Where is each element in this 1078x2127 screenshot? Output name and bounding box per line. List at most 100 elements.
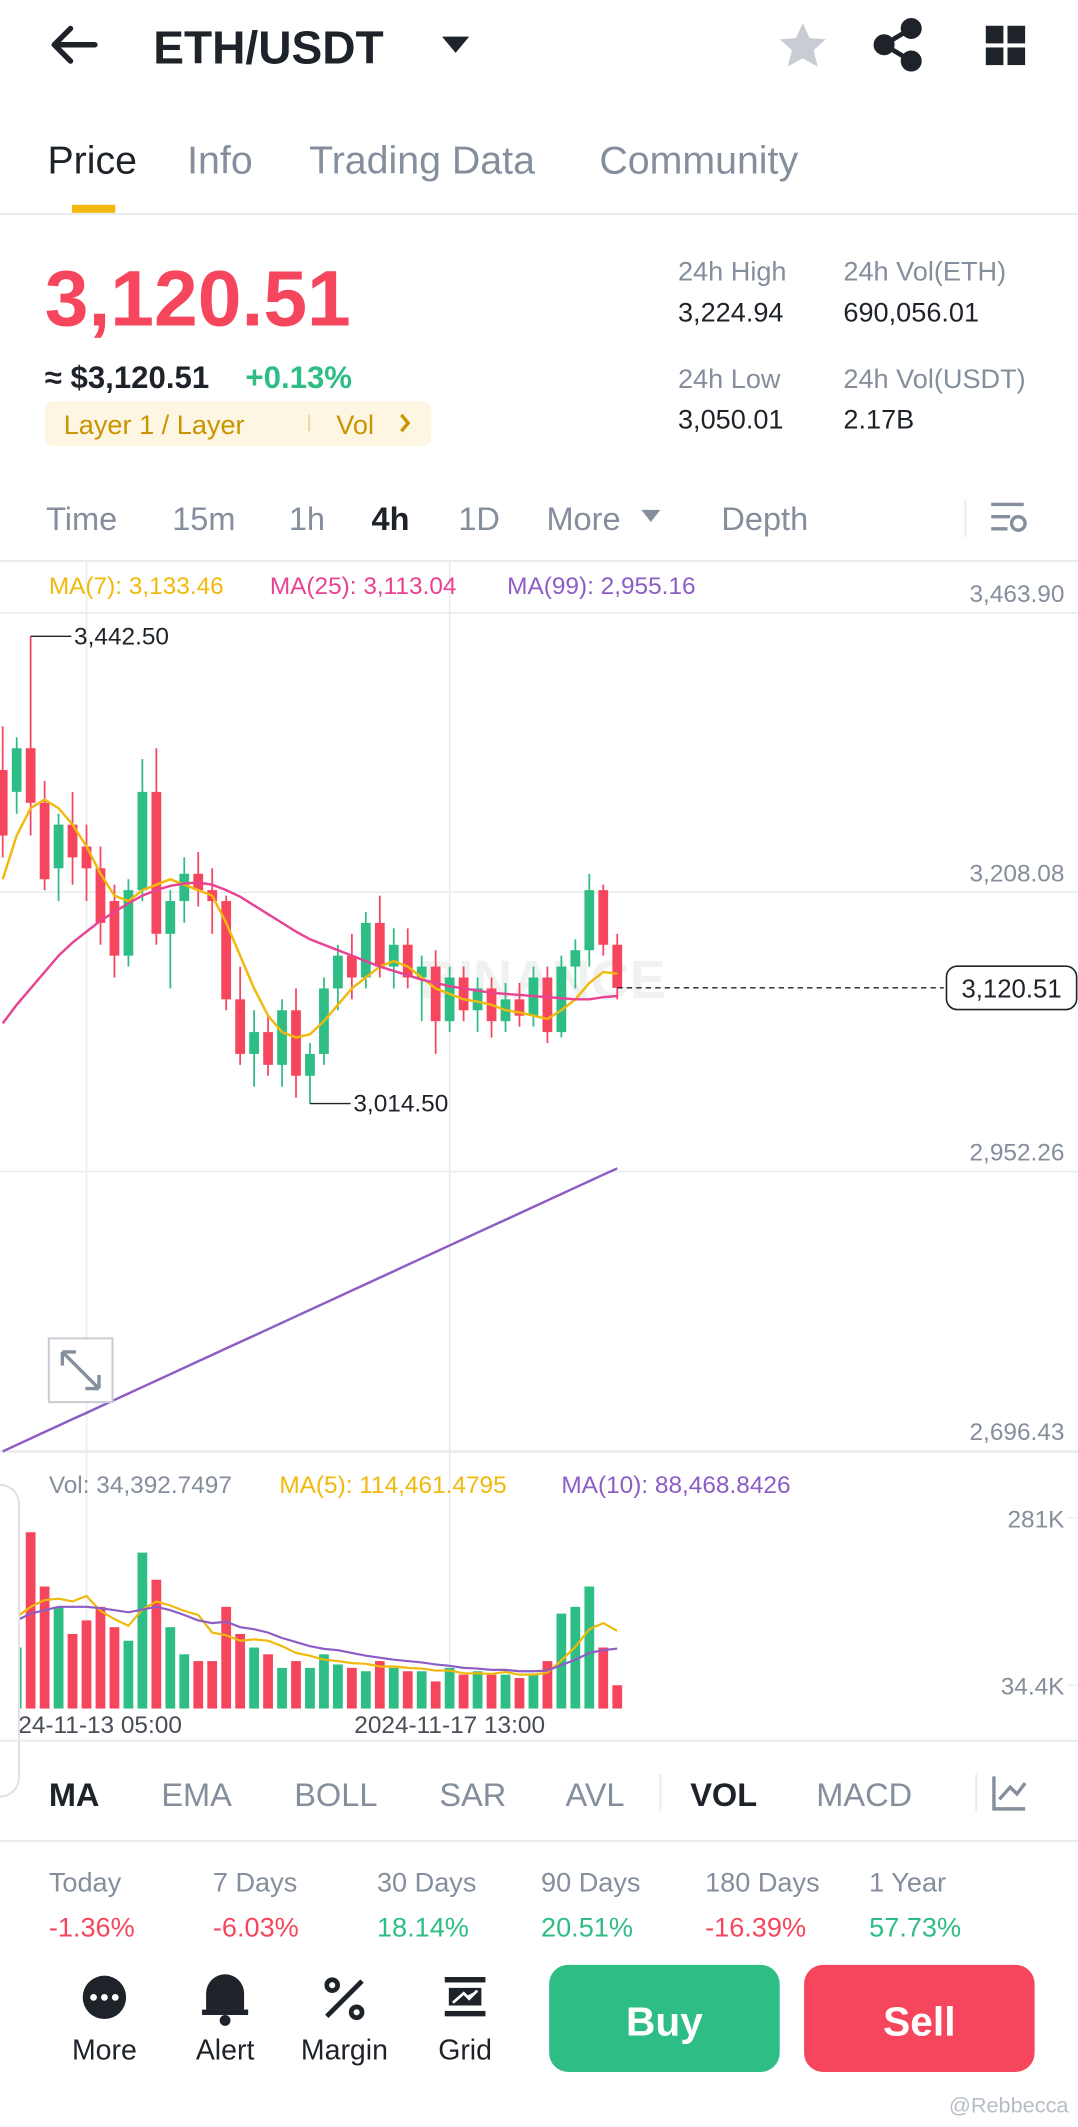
- tab[interactable]: Trading Data: [309, 139, 535, 183]
- candle-body: [542, 977, 553, 1033]
- volume-bar: [486, 1674, 497, 1709]
- indicator[interactable]: MA: [49, 1777, 100, 1813]
- sell-label[interactable]: Sell: [883, 1998, 955, 2044]
- back-button[interactable]: [51, 25, 98, 64]
- candle-body: [277, 1010, 287, 1065]
- interval[interactable]: 1D: [458, 501, 500, 537]
- candle-body: [81, 846, 92, 869]
- candle-body: [444, 977, 455, 1022]
- tab[interactable]: Info: [187, 139, 253, 183]
- side-handle[interactable]: [0, 1483, 20, 1798]
- candle-body: [291, 1010, 301, 1076]
- legend-entry: MA(99): 2,955.16: [507, 573, 695, 600]
- volume-bar: [25, 1532, 36, 1709]
- indicator[interactable]: SAR: [439, 1777, 506, 1813]
- interval[interactable]: 4h: [372, 501, 410, 537]
- expand-icon: [60, 1350, 101, 1391]
- candle-body: [53, 824, 64, 869]
- chart-settings[interactable]: [991, 502, 1027, 532]
- last-price-label: 3,120.51: [961, 975, 1061, 1003]
- candle-body: [123, 890, 134, 956]
- candle-body: [430, 966, 441, 1022]
- candle-body: [472, 988, 483, 1011]
- indicator[interactable]: AVL: [565, 1777, 624, 1813]
- buy-button[interactable]: [549, 1964, 780, 2072]
- volume-bar: [193, 1661, 204, 1709]
- x-tick-label: 2024-11-17 13:00: [354, 1712, 545, 1739]
- period-label: 1 Year: [869, 1867, 946, 1898]
- tag-vol[interactable]: Vol: [336, 409, 374, 440]
- period-value: 18.14%: [377, 1911, 469, 1942]
- sell-button[interactable]: [804, 1964, 1035, 2072]
- extreme-label: 3,014.50: [353, 1091, 448, 1118]
- interval[interactable]: More: [546, 501, 620, 537]
- legend-entry: MA(25): 3,113.04: [270, 573, 457, 600]
- volume-bar: [374, 1661, 385, 1709]
- candle-body: [25, 748, 36, 803]
- volume-bar: [500, 1674, 511, 1709]
- candle-body: [221, 901, 232, 1000]
- legend-entry: MA(5): 114,461.4795: [279, 1472, 506, 1499]
- extreme-label: 3,442.50: [74, 623, 169, 650]
- candle-body: [109, 901, 120, 956]
- volume-bar: [53, 1606, 64, 1709]
- more-dropdown[interactable]: [641, 509, 661, 523]
- stat-value: 3,224.94: [678, 296, 784, 327]
- y-tick-label: 2,696.43: [969, 1419, 1064, 1446]
- pair-dropdown[interactable]: [442, 36, 470, 53]
- volume-bar: [151, 1579, 162, 1709]
- stat-value: 2.17B: [843, 403, 914, 434]
- volume-bar: [598, 1647, 609, 1709]
- candle-body: [151, 791, 162, 934]
- grid-icon[interactable]: [444, 1977, 486, 2017]
- period-label: 7 Days: [213, 1867, 297, 1898]
- indicator[interactable]: VOL: [690, 1777, 757, 1813]
- tab-indicator: [71, 204, 116, 213]
- performance: Today -1.36% 7 Days -6.03% 30 Days 18.14% 90 D…: [49, 1867, 961, 1943]
- pair-title[interactable]: ETH/USDT: [153, 22, 383, 74]
- tag-badge[interactable]: [44, 401, 432, 447]
- ma-line: [2, 1605, 618, 1673]
- volume-bar: [39, 1586, 50, 1709]
- volume-bar: [179, 1654, 190, 1709]
- volume-bar: [95, 1606, 106, 1709]
- margin-icon[interactable]: [324, 1977, 365, 2021]
- layout-button[interactable]: [985, 25, 1026, 66]
- x-tick-label: 2024-11-13 05:00: [0, 1712, 182, 1739]
- action-label[interactable]: Alert: [196, 2035, 255, 2067]
- action-label[interactable]: More: [72, 2035, 137, 2067]
- alert-icon[interactable]: [202, 1974, 249, 2026]
- candle-body: [39, 802, 50, 880]
- tab[interactable]: Community: [599, 139, 798, 183]
- interval[interactable]: Time: [46, 501, 117, 537]
- more-icon[interactable]: [82, 1975, 127, 2020]
- stat-value: 690,056.01: [843, 296, 979, 327]
- period-label: Today: [49, 1867, 122, 1898]
- tab[interactable]: Price: [47, 139, 137, 183]
- indicator[interactable]: BOLL: [294, 1777, 377, 1813]
- interval[interactable]: Depth: [721, 501, 808, 537]
- last-price-box: [945, 965, 1078, 1011]
- tag-text[interactable]: Layer 1 / Layer: [64, 409, 245, 440]
- candle-body: [514, 999, 525, 1016]
- indicator[interactable]: MACD: [816, 1777, 912, 1813]
- candle-body: [570, 950, 581, 967]
- interval[interactable]: 1h: [289, 501, 325, 537]
- interval[interactable]: 15m: [172, 501, 235, 537]
- period-value: -16.39%: [705, 1911, 806, 1942]
- indicator[interactable]: EMA: [161, 1777, 232, 1813]
- action-label[interactable]: Margin: [301, 2035, 388, 2067]
- volume-bar: [263, 1654, 273, 1709]
- legend-entry: MA(10): 88,468.8426: [561, 1472, 790, 1499]
- volume-bar: [277, 1667, 287, 1709]
- indicator-settings[interactable]: [992, 1776, 1027, 1811]
- period-label: 90 Days: [541, 1867, 640, 1898]
- favorite-star[interactable]: [779, 23, 826, 67]
- volume-bar: [221, 1606, 232, 1709]
- share-button[interactable]: [873, 17, 922, 72]
- volume-bar: [430, 1681, 441, 1709]
- action-label[interactable]: Grid: [438, 2035, 492, 2067]
- period-value: -1.36%: [49, 1911, 135, 1942]
- buy-label[interactable]: Buy: [626, 1998, 703, 2044]
